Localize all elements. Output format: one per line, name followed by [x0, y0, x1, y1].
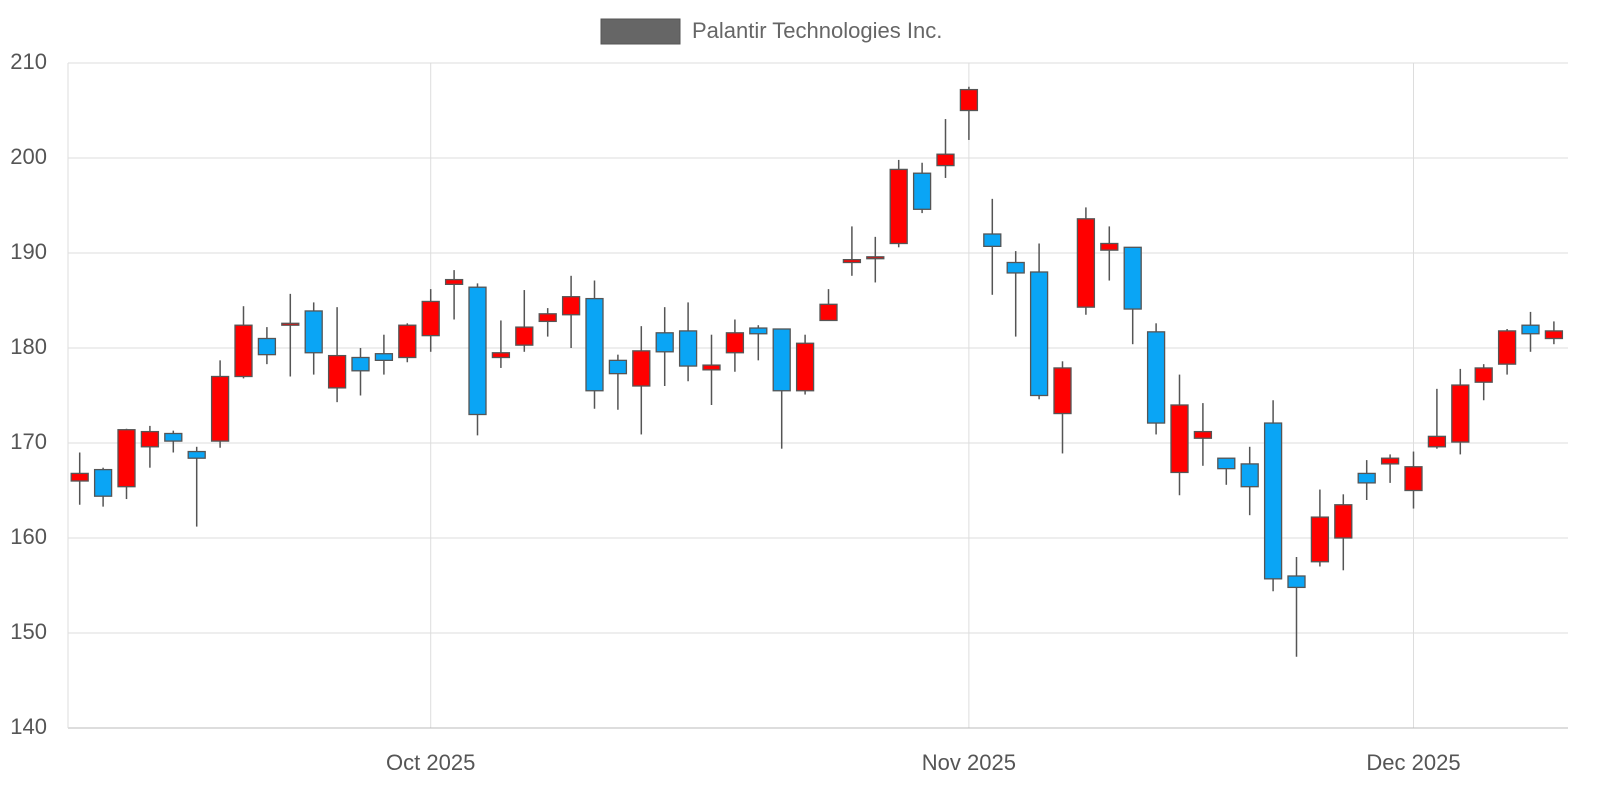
candle-body [866, 256, 885, 260]
candle-body [1006, 261, 1025, 274]
candle-body [421, 300, 440, 337]
candle-body [678, 330, 698, 367]
candle-body [210, 375, 230, 442]
candle-body [936, 153, 955, 167]
candle-body [1310, 516, 1330, 563]
candle-body [608, 359, 628, 375]
candle-body [257, 337, 277, 356]
candle-body [889, 168, 908, 245]
candle-body [140, 430, 160, 448]
candle-body [702, 364, 721, 371]
y-tick-label: 200 [10, 144, 47, 169]
candle-body [1193, 430, 1213, 439]
candle-body [959, 88, 979, 112]
candle-body [515, 326, 534, 346]
candle-body [632, 350, 651, 387]
candle-body [1146, 331, 1166, 424]
candle-body [585, 297, 604, 392]
candle-body [1544, 330, 1564, 340]
candle-body [1217, 457, 1236, 470]
candle-body [655, 332, 674, 353]
candle-body [795, 342, 815, 392]
candle-body [1474, 367, 1493, 383]
legend-label: Palantir Technologies Inc. [692, 18, 942, 43]
y-tick-label: 190 [10, 239, 47, 264]
candle-body [234, 324, 253, 378]
candle-body [1170, 404, 1189, 474]
candle-body [1334, 504, 1353, 539]
candle-body [1404, 466, 1423, 492]
candle-body [327, 354, 347, 389]
candle-body [1263, 422, 1283, 580]
candle-body [93, 468, 113, 497]
y-tick-label: 140 [10, 714, 47, 739]
candle-body [374, 353, 394, 362]
candle-body [1240, 463, 1259, 488]
candle-body [164, 432, 183, 442]
candle-body [1451, 384, 1470, 443]
candle-body [1380, 457, 1400, 465]
candle-body [304, 310, 323, 354]
x-tick-label: Nov 2025 [922, 750, 1016, 775]
candle-body [70, 472, 89, 482]
candle-body [491, 352, 511, 359]
candle-body [1521, 324, 1540, 335]
candle-body [725, 332, 745, 354]
candle-body [1029, 271, 1049, 397]
candle-body [468, 286, 487, 416]
candle-body [561, 296, 581, 316]
candle-body [1100, 242, 1119, 251]
candle-body [1123, 246, 1142, 310]
candle-body [819, 303, 838, 322]
candle-body [749, 327, 768, 335]
y-tick-label: 170 [10, 429, 47, 454]
x-tick-label: Dec 2025 [1366, 750, 1460, 775]
candle-body [1357, 472, 1376, 484]
candle-body [1497, 330, 1517, 365]
candle-body [117, 429, 136, 488]
y-tick-label: 210 [10, 49, 47, 74]
candle-body [351, 356, 370, 372]
candle-body [281, 322, 300, 326]
candle-body [398, 324, 417, 359]
x-tick-label: Oct 2025 [386, 750, 475, 775]
candle-body [1427, 435, 1447, 448]
candle-body [772, 328, 791, 392]
candle-body [983, 233, 1002, 248]
candle-body [1053, 367, 1072, 415]
candle-body [842, 258, 862, 264]
candle-body [187, 450, 206, 459]
legend-swatch [600, 18, 681, 45]
y-tick-label: 180 [10, 334, 47, 359]
candle-body [538, 313, 557, 323]
candle-body [1287, 575, 1306, 589]
candle-body [1076, 218, 1096, 308]
candle-body [912, 172, 932, 210]
y-tick-label: 160 [10, 524, 47, 549]
candle-body [444, 278, 464, 286]
y-tick-label: 150 [10, 619, 47, 644]
